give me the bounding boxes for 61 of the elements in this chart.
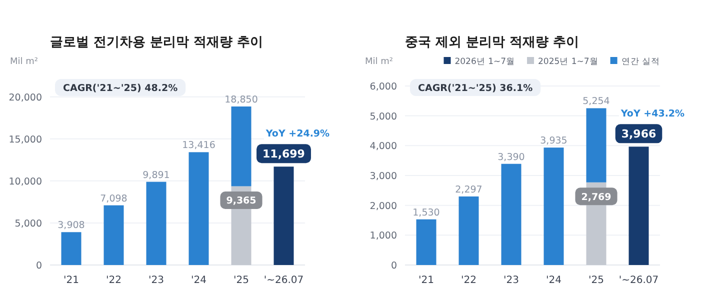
y-tick-label: 15,000 (8, 134, 42, 146)
total-label: 5,254 (582, 96, 610, 108)
data-label: 3,966 (621, 128, 656, 141)
bar (458, 196, 479, 265)
data-label: 11,699 (262, 148, 305, 161)
total-label: 13,416 (182, 140, 216, 152)
bar (416, 219, 436, 265)
x-tick-label: '24 (546, 275, 562, 286)
y-tick-label: 0 (390, 260, 397, 272)
data-label: 9,365 (226, 196, 256, 207)
legend-label: 2025년 1~7월 (538, 57, 598, 67)
bar (628, 146, 649, 265)
legend-label: 연간 실적 (621, 57, 660, 67)
x-tick-label: '25 (234, 275, 249, 286)
total-label: 18,850 (224, 94, 258, 106)
total-label: 3,908 (58, 220, 85, 232)
y-tick-label: 10,000 (8, 176, 42, 188)
y-tick-label: 5,000 (370, 111, 397, 122)
x-tick-label: '21 (64, 275, 79, 286)
bar (544, 148, 564, 265)
legend-label: 2026년 1~7월 (454, 57, 516, 67)
bar (104, 205, 124, 265)
bar (61, 232, 82, 265)
chart-title: 중국 제외 분리막 적재량 추이 (405, 35, 580, 50)
y-tick-label: 20,000 (8, 92, 42, 104)
bar (501, 164, 522, 265)
x-tick-label: '24 (191, 275, 206, 286)
total-label: 3,390 (498, 152, 525, 163)
y-tick-label: 3,000 (370, 170, 397, 182)
annotation: CAGR('21~'25) 48.2% (63, 83, 178, 94)
y-tick-label: 2,000 (370, 200, 397, 212)
total-label: 2,297 (455, 184, 482, 196)
bar (586, 108, 606, 182)
y-axis-title: Mil m² (365, 57, 394, 67)
x-tick-label: '22 (106, 275, 122, 286)
x-tick-label: '21 (418, 275, 434, 286)
annotation: YoY +24.9% (264, 128, 330, 140)
chart-title: 글로벌 전기차용 분리막 적재량 추이 (50, 35, 264, 50)
y-tick-label: 5,000 (14, 218, 42, 230)
y-axis-title: Mil m² (10, 57, 38, 67)
annotation: YoY +43.2% (620, 108, 686, 120)
total-label: 9,891 (142, 170, 170, 181)
data-label: 2,769 (581, 192, 612, 203)
x-tick-label: '25 (588, 275, 604, 286)
y-tick-label: 1,000 (370, 230, 397, 242)
bar (274, 166, 294, 265)
bar (146, 182, 166, 265)
bar (231, 106, 252, 186)
total-label: 3,935 (540, 136, 568, 147)
total-label: 7,098 (100, 193, 128, 204)
x-tick-label: '23 (148, 275, 164, 286)
y-tick-label: 6,000 (370, 81, 397, 92)
bar (188, 152, 209, 265)
annotation: CAGR('21~'25) 36.1% (418, 83, 534, 94)
y-tick-label: 4,000 (370, 141, 397, 152)
x-tick-label: '~26.07 (264, 275, 304, 286)
y-tick-label: 0 (36, 260, 42, 272)
x-tick-label: '22 (461, 275, 476, 286)
x-tick-label: '23 (504, 275, 519, 286)
x-tick-label: '~26.07 (618, 275, 659, 286)
total-label: 1,530 (412, 207, 440, 218)
